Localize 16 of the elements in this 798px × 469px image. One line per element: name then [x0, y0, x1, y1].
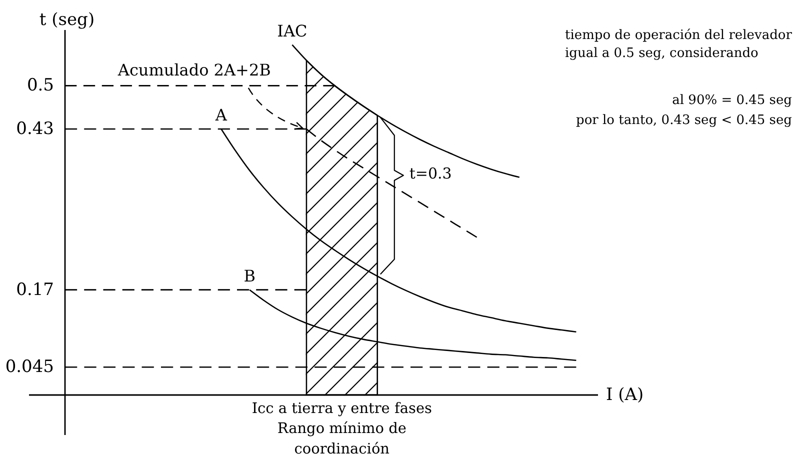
- y-tick-label: 0.045: [5, 357, 54, 378]
- x-axis-title: I (A): [606, 385, 644, 405]
- y-tick-label: 0.43: [16, 118, 54, 139]
- y-tick-label: 0.5: [26, 76, 54, 96]
- series-label: Icc a tierra y entre fases: [252, 401, 432, 417]
- y-axis-title: t (seg): [39, 10, 95, 30]
- y-tick-label: 0.17: [16, 280, 54, 300]
- series-label: B: [244, 266, 256, 286]
- series-label: IAC: [277, 21, 308, 40]
- text: Rango mínimo de coordinación: [277, 421, 406, 458]
- annotation: por lo tanto, 0.43 seg < 0.45 seg: [576, 112, 792, 128]
- text: Acumulado 2A+2B: [116, 60, 271, 80]
- annotation: t=0.3: [409, 164, 452, 182]
- series-label: A: [214, 105, 228, 124]
- annotation: tiempo de operación del relevador igual a 0.5 seg, considerando: [565, 28, 793, 61]
- text: al 90% = 0.45 seg: [672, 92, 792, 108]
